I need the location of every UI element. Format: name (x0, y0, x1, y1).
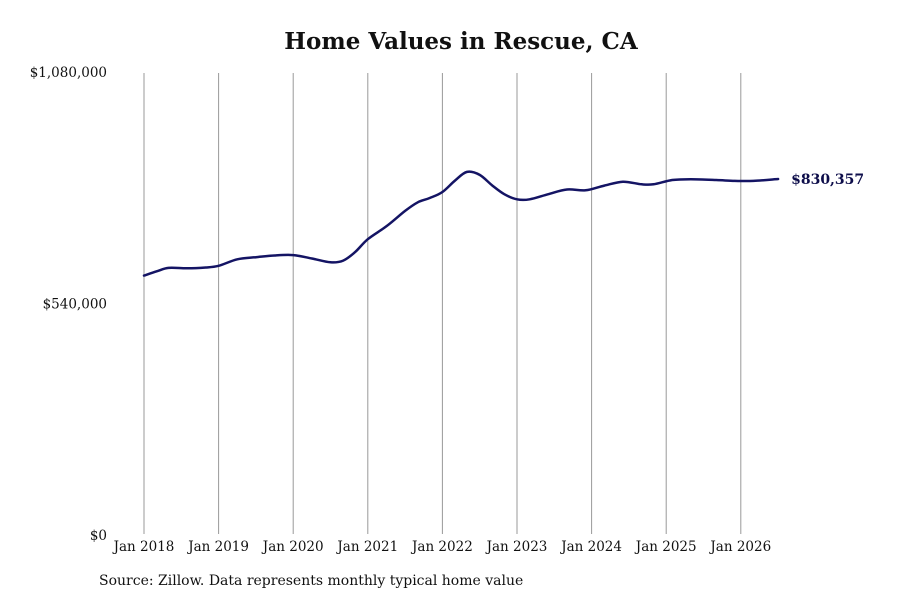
x-tick-label: Jan 2024 (559, 539, 622, 555)
end-value-label: $830,357 (791, 172, 864, 188)
series-layer: $830,357 (142, 170, 864, 277)
x-tick-label: Jan 2019 (186, 539, 249, 555)
y-tick-label: $540,000 (43, 297, 107, 313)
y-tick-label: $1,080,000 (30, 65, 107, 81)
y-axis-ticks: $0 $540,000 $1,080,000 (30, 65, 107, 544)
x-tick-label: Jan 2026 (708, 539, 771, 555)
gridlines (143, 73, 742, 534)
y-tick-label: $0 (90, 528, 107, 544)
x-tick-label: Jan 2021 (335, 539, 398, 555)
x-tick-label: Jan 2022 (410, 539, 473, 555)
chart-title: Home Values in Rescue, CA (284, 28, 638, 55)
x-tick-label: Jan 2025 (634, 539, 697, 555)
source-note: Source: Zillow. Data represents monthly … (99, 573, 524, 589)
x-tick-label: Jan 2020 (261, 539, 324, 555)
x-tick-label: Jan 2023 (485, 539, 548, 555)
x-axis-ticks: Jan 2018 Jan 2019 Jan 2020 Jan 2021 Jan 2022… (112, 539, 772, 555)
series-line (142, 170, 780, 277)
x-tick-label: Jan 2018 (112, 539, 175, 555)
